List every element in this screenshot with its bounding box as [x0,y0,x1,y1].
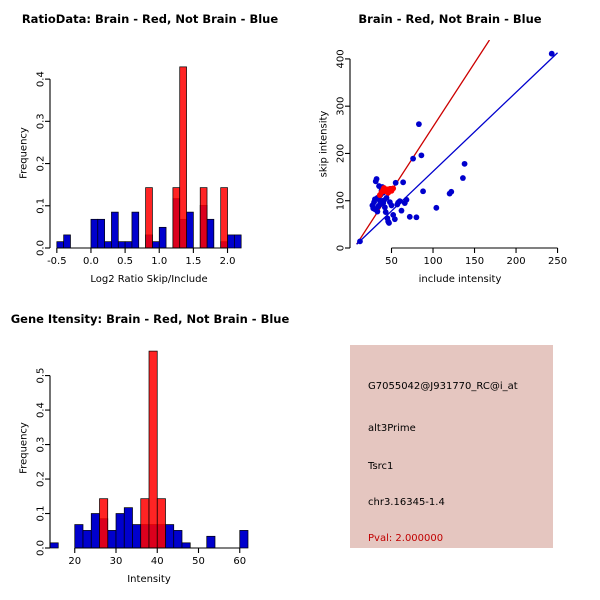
svg-text:0.2: 0.2 [36,471,47,487]
svg-text:Frequency: Frequency [19,127,30,179]
svg-text:300: 300 [336,97,347,116]
svg-text:0.5: 0.5 [117,256,133,267]
svg-text:-0.5: -0.5 [47,256,67,267]
event-type-text: alt3Prime [368,423,416,434]
svg-text:50: 50 [192,556,205,567]
svg-text:30: 30 [110,556,123,567]
annotation-info-panel: G7055042@J931770_RC@i_at alt3Prime Tsrc1… [350,345,553,548]
svg-text:0.4: 0.4 [36,71,47,87]
pval-text: Pval: 2.000000 [368,533,444,544]
svg-text:1.0: 1.0 [151,256,167,267]
svg-text:40: 40 [151,556,164,567]
svg-text:200: 200 [506,256,525,267]
svg-text:250: 250 [548,256,567,267]
probe-id-text: G7055042@J931770_RC@i_at [368,381,518,392]
svg-text:50: 50 [385,256,398,267]
svg-text:0.5: 0.5 [36,368,47,384]
svg-text:0.1: 0.1 [36,198,47,214]
svg-text:Intensity: Intensity [127,574,171,585]
panel-gene-histogram: Gene Itensity: Brain - Red, Not Brain - … [0,300,300,600]
scatter-title: Brain - Red, Not Brain - Blue [358,12,542,26]
scatter-plot: 0 100 200 300 400 50 100 150 200 250 include inten… [319,40,567,285]
svg-text:0.1: 0.1 [36,506,47,522]
gene-hist-plot: 0.0 0.1 0.2 0.3 0.4 0.5 20 30 40 50 60 Intensity Fre… [19,350,249,585]
gene-symbol-text: Tsrc1 [368,461,394,472]
svg-text:400: 400 [336,49,347,68]
svg-text:0.0: 0.0 [36,240,47,256]
svg-text:60: 60 [233,556,246,567]
svg-text:skip intensity: skip intensity [319,111,330,178]
svg-text:0.3: 0.3 [36,437,47,453]
svg-text:150: 150 [465,256,484,267]
gene-hist-title: Gene Itensity: Brain - Red, Not Brain - … [10,312,290,326]
svg-text:0.0: 0.0 [36,540,47,556]
svg-text:0.3: 0.3 [36,113,47,129]
svg-text:include intensity: include intensity [419,274,502,285]
svg-text:100: 100 [336,191,347,210]
svg-text:100: 100 [423,256,442,267]
svg-text:0.0: 0.0 [83,256,99,267]
svg-text:0: 0 [336,245,347,251]
panel-scatter: Brain - Red, Not Brain - Blue 0 100 200 300… [300,0,600,300]
svg-text:20: 20 [68,556,81,567]
svg-text:0.4: 0.4 [36,402,47,418]
svg-text:Frequency: Frequency [19,422,30,474]
panel-ratio-histogram: RatioData: Brain - Red, Not Brain - Blue… [0,0,300,300]
svg-text:0.2: 0.2 [36,156,47,172]
svg-text:1.5: 1.5 [185,256,201,267]
svg-text:Log2 Ratio Skip/Include: Log2 Ratio Skip/Include [90,274,207,285]
svg-text:200: 200 [336,144,347,163]
ratio-hist-title: RatioData: Brain - Red, Not Brain - Blue [21,12,279,26]
svg-text:2.0: 2.0 [220,256,236,267]
locus-text: chr3.16345-1.4 [368,497,445,508]
